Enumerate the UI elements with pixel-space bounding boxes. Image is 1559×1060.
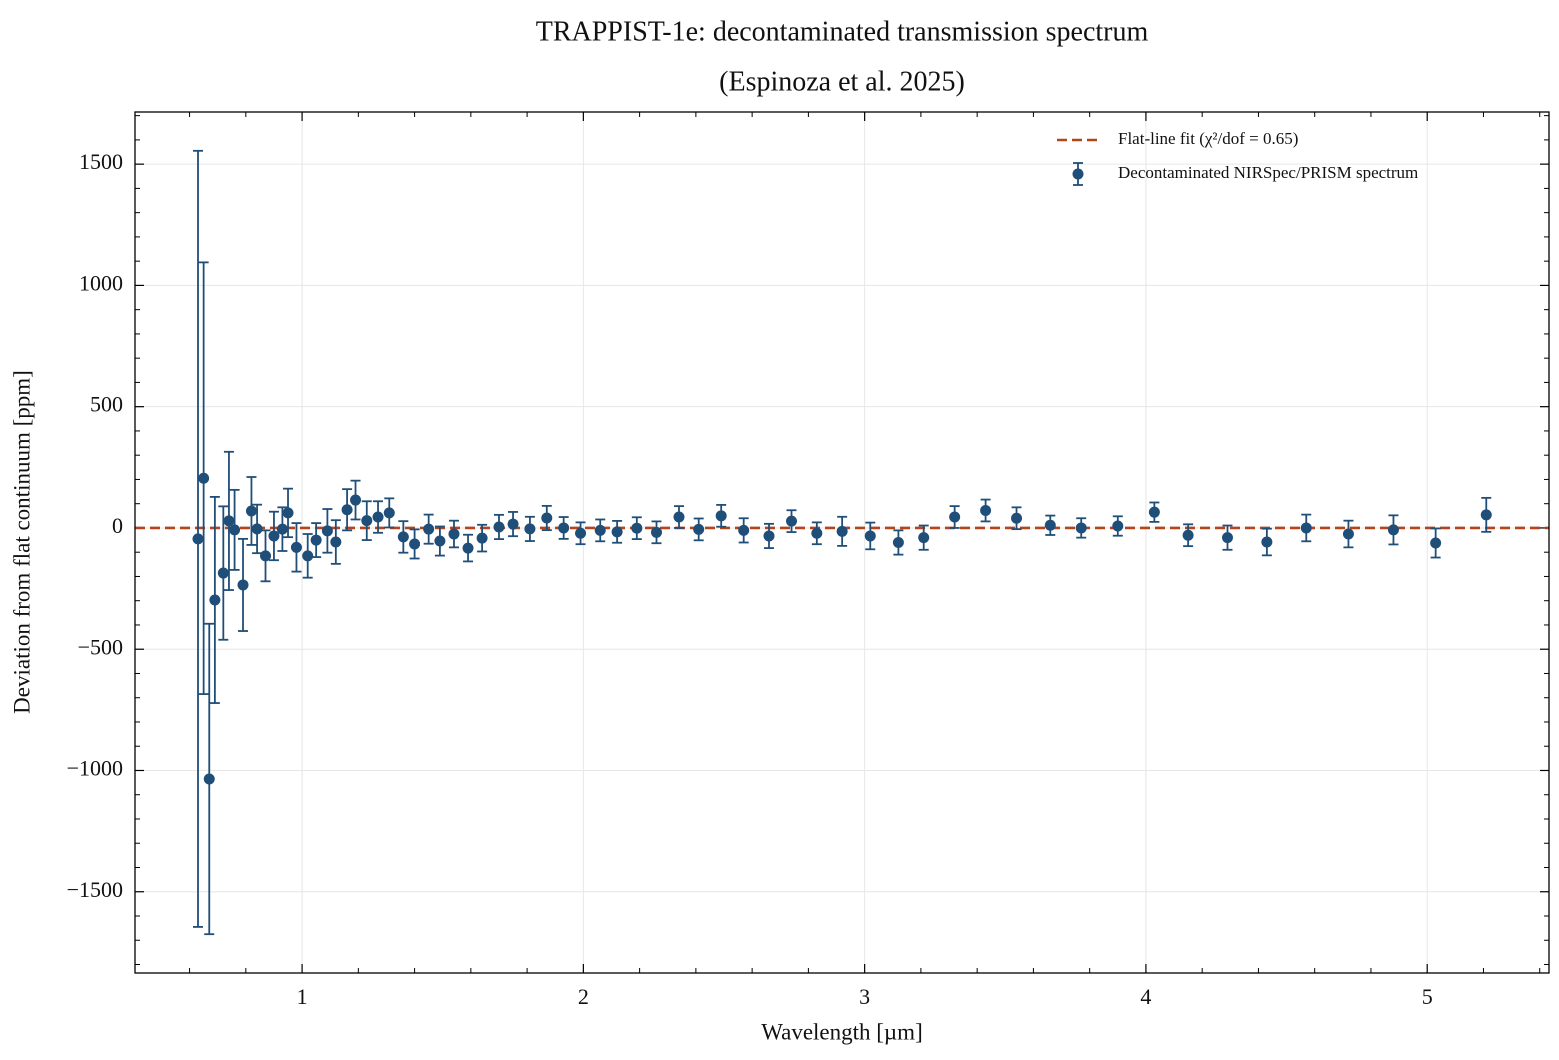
data-point (1044, 519, 1056, 531)
x-tick-label: 3 (859, 984, 870, 1009)
y-tick-label: −1000 (67, 756, 123, 781)
data-point (223, 515, 235, 527)
data-point (558, 522, 570, 534)
data-point (229, 524, 241, 536)
data-point (693, 523, 705, 535)
data-point (763, 530, 775, 542)
data-point (209, 594, 221, 606)
data-point (918, 532, 930, 544)
x-tick-label: 2 (578, 984, 589, 1009)
data-point (434, 535, 446, 547)
data-point (217, 567, 229, 579)
data-point (476, 532, 488, 544)
x-tick-label: 4 (1140, 984, 1151, 1009)
data-point (282, 507, 294, 519)
data-point (245, 505, 257, 517)
data-point (448, 528, 460, 540)
data-point (341, 504, 353, 516)
data-point (1261, 536, 1273, 548)
legend-marker (1072, 168, 1084, 180)
data-point (575, 527, 587, 539)
data-point (397, 531, 409, 543)
data-point (493, 521, 505, 533)
data-point (524, 523, 536, 535)
y-axis-label: Deviation from flat continuum [ppm] (9, 370, 34, 714)
data-point (650, 526, 662, 538)
legend-label: Decontaminated NIRSpec/PRISM spectrum (1118, 163, 1418, 182)
y-tick-label: −500 (78, 634, 123, 659)
data-point (980, 504, 992, 516)
y-tick-label: 1500 (79, 149, 123, 174)
data-point (673, 511, 685, 523)
data-point (290, 541, 302, 553)
y-tick-label: −1500 (67, 877, 123, 902)
x-tick-label: 1 (297, 984, 308, 1009)
chart-subtitle: (Espinoza et al. 2025) (719, 66, 965, 97)
data-point (786, 515, 798, 527)
data-point (268, 530, 280, 542)
data-point (310, 534, 322, 546)
legend-label: Flat-line fit (χ²/dof = 0.65) (1118, 129, 1298, 148)
data-point (192, 533, 204, 545)
data-point (372, 511, 384, 523)
data-point (864, 530, 876, 542)
data-point (1112, 520, 1124, 532)
data-point (1300, 522, 1312, 534)
data-point (611, 526, 623, 538)
plot-frame (134, 111, 1550, 974)
data-point (836, 525, 848, 537)
data-point (1148, 506, 1160, 518)
data-point (594, 524, 606, 536)
data-point (1075, 522, 1087, 534)
data-point (361, 515, 373, 527)
y-tick-label: 500 (90, 392, 123, 417)
data-point (302, 550, 314, 562)
data-point (383, 507, 395, 519)
data-point (462, 542, 474, 554)
chart-title: TRAPPIST-1e: decontaminated transmission… (536, 16, 1149, 47)
data-point (1430, 537, 1442, 549)
y-tick-label: 1000 (79, 270, 123, 295)
data-point (423, 523, 435, 535)
data-point (409, 538, 421, 550)
data-point (715, 510, 727, 522)
x-tick-label: 5 (1422, 984, 1433, 1009)
data-point (631, 522, 643, 534)
data-point (811, 527, 823, 539)
data-point (541, 512, 553, 524)
data-point (237, 579, 249, 591)
data-point (949, 511, 961, 523)
data-point (260, 550, 272, 562)
data-point (251, 523, 263, 535)
data-point (1480, 509, 1492, 521)
data-point (1342, 528, 1354, 540)
data-point (1387, 524, 1399, 536)
data-point (892, 537, 904, 548)
data-point (507, 518, 519, 530)
x-axis-label: Wavelength [µm] (761, 1019, 922, 1044)
data-point (738, 524, 750, 536)
y-tick-label: 0 (112, 513, 123, 538)
data-point (330, 536, 342, 548)
data-point (1221, 532, 1233, 544)
data-point (1182, 529, 1194, 541)
data-point (321, 525, 333, 537)
data-point (203, 773, 215, 785)
data-point (276, 523, 288, 535)
data-point (350, 494, 362, 506)
data-point (1011, 512, 1023, 524)
data-point (198, 472, 210, 484)
